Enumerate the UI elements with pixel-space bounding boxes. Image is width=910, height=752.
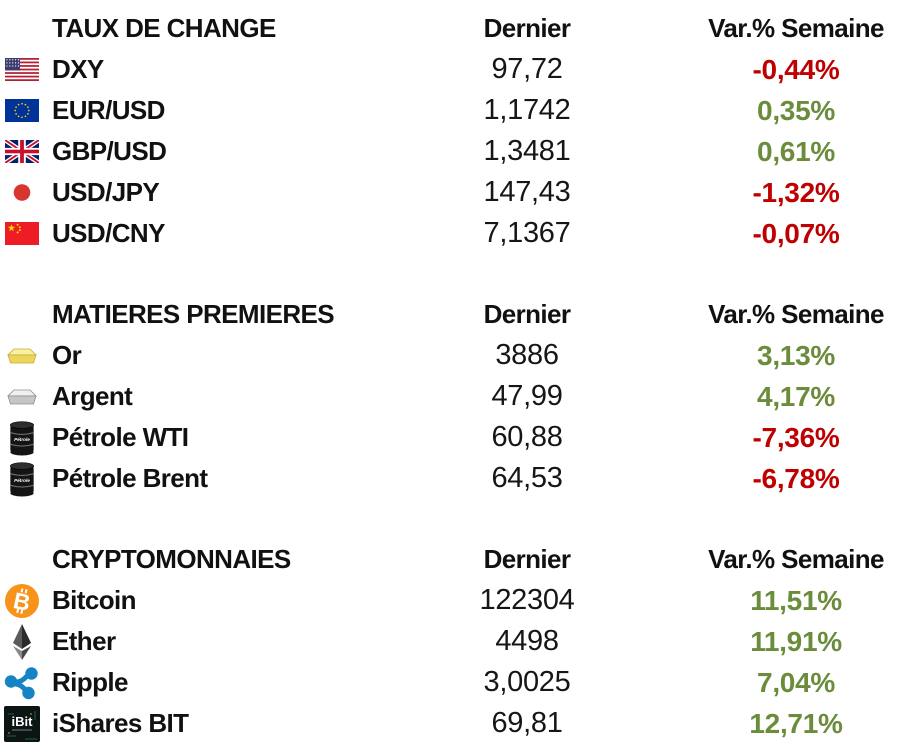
last-value: 1,1742 — [483, 94, 571, 126]
last-value: 47,99 — [491, 380, 563, 412]
last-value: 7,1367 — [483, 217, 571, 249]
last-value: 60,88 — [491, 421, 563, 453]
instrument-label: Argent — [52, 381, 133, 411]
instrument-row: Ether 4498 11,91% — [0, 621, 910, 662]
instrument-row: DXY 97,72 -0,44% — [0, 49, 910, 90]
section-title: TAUX DE CHANGE — [52, 13, 276, 43]
bitcoin-icon: B — [0, 580, 44, 621]
japan-flag-icon — [0, 172, 44, 213]
instrument-row: USD/JPY 147,43 -1,32% — [0, 172, 910, 213]
section-header-row: TAUX DE CHANGE Dernier Var.% Semaine — [0, 8, 910, 49]
column-header-var-semaine: Var.% Semaine — [708, 544, 884, 574]
column-header-var-semaine: Var.% Semaine — [708, 299, 884, 329]
instrument-label: DXY — [52, 54, 104, 84]
instrument-label: USD/JPY — [52, 177, 160, 207]
instrument-row: USD/CNY 7,1367 -0,07% — [0, 213, 910, 254]
instrument-label: Pétrole Brent — [52, 463, 208, 493]
china-flag-icon — [0, 213, 44, 254]
weekly-change-value: -7,36% — [752, 421, 840, 453]
svg-text:Pétrole: Pétrole — [14, 437, 30, 442]
market-section: TAUX DE CHANGE Dernier Var.% Semaine DXY… — [0, 8, 910, 254]
market-section: MATIERES PREMIERES Dernier Var.% Semaine… — [0, 294, 910, 499]
weekly-change-value: 3,13% — [757, 339, 835, 371]
oil-barrel-icon: Pétrole — [0, 417, 44, 458]
weekly-change-value: -6,78% — [752, 462, 840, 494]
weekly-change-value: 7,04% — [757, 666, 835, 698]
column-header-dernier: Dernier — [483, 299, 571, 329]
gold-bar-icon — [0, 335, 44, 376]
instrument-label: EUR/USD — [52, 95, 165, 125]
weekly-change-value: 4,17% — [757, 380, 835, 412]
ripple-icon — [0, 662, 44, 703]
last-value: 69,81 — [491, 707, 563, 739]
instrument-label: GBP/USD — [52, 136, 167, 166]
weekly-change-value: -1,32% — [752, 176, 840, 208]
weekly-change-value: 11,91% — [750, 625, 842, 657]
section-title: MATIERES PREMIERES — [52, 299, 335, 329]
ethereum-icon — [0, 621, 44, 662]
oil-barrel-icon: Pétrole — [0, 458, 44, 499]
last-value: 4498 — [495, 625, 559, 657]
weekly-change-value: 11,51% — [750, 584, 842, 616]
svg-text:B: B — [11, 587, 33, 616]
section-header-row: MATIERES PREMIERES Dernier Var.% Semaine — [0, 294, 910, 335]
weekly-change-value: -0,44% — [752, 53, 840, 85]
svg-text:Pétrole: Pétrole — [14, 478, 30, 483]
instrument-label: iShares BIT — [52, 708, 189, 738]
weekly-change-value: 0,35% — [757, 94, 835, 126]
instrument-label: Ether — [52, 626, 116, 656]
instrument-label: Bitcoin — [52, 585, 137, 615]
eu-flag-icon — [0, 90, 44, 131]
instrument-row: iBit iShares BIT 69,81 12,71% — [0, 703, 910, 744]
instrument-row: Pétrole Pétrole WTI 60,88 -7,36% — [0, 417, 910, 458]
instrument-label: USD/CNY — [52, 218, 165, 248]
instrument-label: Or — [52, 340, 82, 370]
instrument-row: Argent 47,99 4,17% — [0, 376, 910, 417]
weekly-change-value: 12,71% — [749, 707, 843, 739]
market-section: CRYPTOMONNAIES Dernier Var.% Semaine B B… — [0, 539, 910, 744]
uk-flag-icon — [0, 131, 44, 172]
last-value: 64,53 — [491, 462, 563, 494]
last-value: 1,3481 — [483, 135, 571, 167]
silver-bar-icon — [0, 376, 44, 417]
column-header-dernier: Dernier — [483, 544, 571, 574]
instrument-row: EUR/USD 1,1742 0,35% — [0, 90, 910, 131]
instrument-row: Pétrole Pétrole Brent 64,53 -6,78% — [0, 458, 910, 499]
last-value: 147,43 — [483, 176, 571, 208]
instrument-row: Ripple 3,0025 7,04% — [0, 662, 910, 703]
last-value: 3886 — [495, 339, 559, 371]
instrument-row: GBP/USD 1,3481 0,61% — [0, 131, 910, 172]
instrument-row: Or 3886 3,13% — [0, 335, 910, 376]
section-header-row: CRYPTOMONNAIES Dernier Var.% Semaine — [0, 539, 910, 580]
column-header-var-semaine: Var.% Semaine — [708, 13, 884, 43]
svg-text:iBit: iBit — [12, 714, 34, 729]
column-header-dernier: Dernier — [483, 13, 571, 43]
last-value: 3,0025 — [483, 666, 571, 698]
instrument-label: Ripple — [52, 667, 128, 697]
instrument-row: B Bitcoin 122304 11,51% — [0, 580, 910, 621]
ishares-bit-icon: iBit — [0, 703, 44, 744]
last-value: 122304 — [479, 584, 575, 616]
weekly-change-value: -0,07% — [752, 217, 840, 249]
section-title: CRYPTOMONNAIES — [52, 544, 291, 574]
weekly-change-value: 0,61% — [757, 135, 835, 167]
us-flag-icon — [0, 49, 44, 90]
last-value: 97,72 — [491, 53, 563, 85]
instrument-label: Pétrole WTI — [52, 422, 189, 452]
